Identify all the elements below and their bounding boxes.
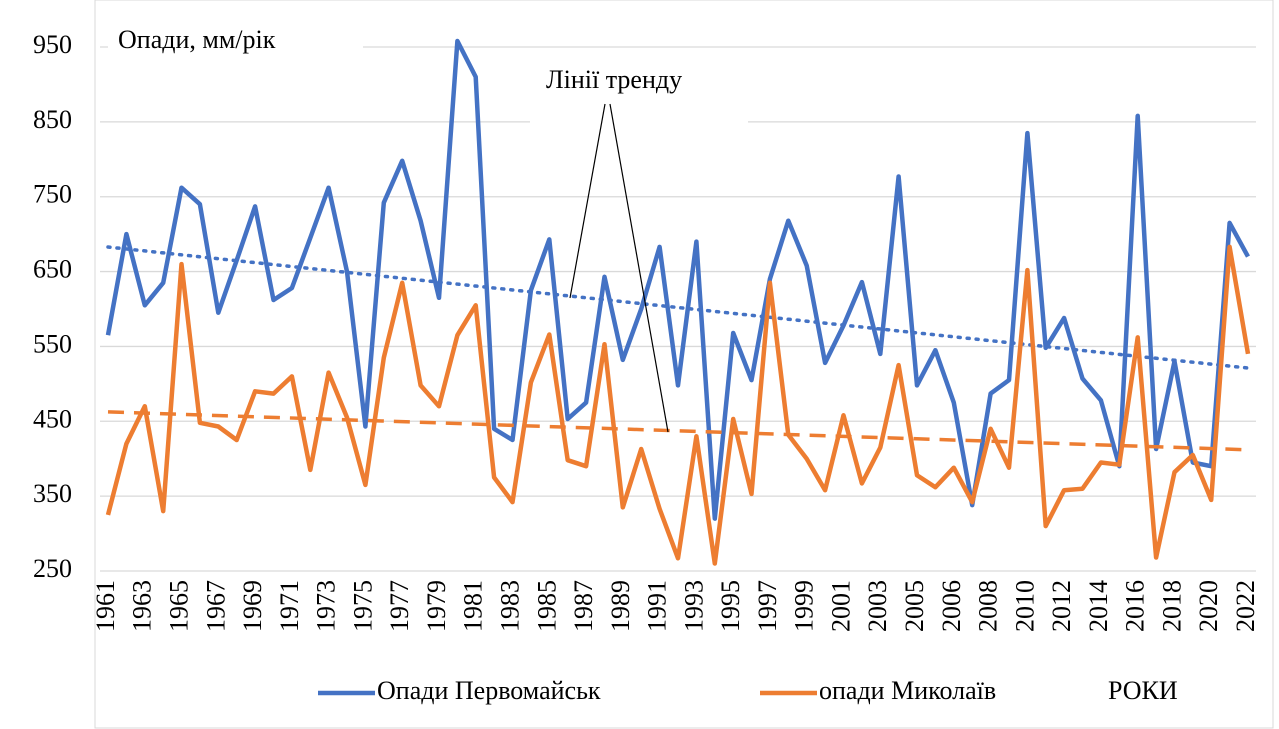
x-tick-label: 2016 (1121, 580, 1150, 632)
x-tick-label: 2006 (937, 580, 966, 632)
series-line (105, 38, 1250, 521)
annotation: Лінії тренду (546, 65, 682, 94)
x-tick-label: 1961 (91, 580, 120, 632)
annotation-background (530, 58, 748, 128)
x-tick-label: 1991 (643, 580, 672, 632)
x-tick-label: 1993 (679, 580, 708, 632)
grid (100, 46, 1256, 572)
x-tick-label: 1983 (495, 580, 524, 632)
trend-line (106, 245, 1250, 370)
x-tick-label: 1971 (275, 580, 304, 632)
x-tick-label: 1967 (201, 580, 230, 632)
chart-border (94, 0, 1274, 729)
label-background (108, 18, 363, 68)
x-tick-label: 2022 (1231, 580, 1260, 632)
x-tick-label: 1963 (128, 580, 157, 632)
x-tick-label: 2003 (863, 580, 892, 632)
x-tick-label: 1969 (238, 580, 267, 632)
y-tick-label: 350 (33, 479, 72, 508)
y-tick-label: 450 (33, 404, 72, 433)
x-tick-label: 1989 (606, 580, 635, 632)
trend-line (107, 410, 1249, 452)
legend-label: Опади Первомайськ (377, 676, 601, 705)
plot (105, 38, 1251, 566)
x-tick-label: 1965 (165, 580, 194, 632)
x-tick-label: 2001 (826, 580, 855, 632)
x-tick-label: 1987 (569, 580, 598, 632)
x-tick-label: 1995 (716, 580, 745, 632)
x-tick-label: 2020 (1194, 580, 1223, 632)
series-line (105, 244, 1251, 566)
x-tick-label: 1999 (790, 580, 819, 632)
x-tick-label: 2005 (900, 580, 929, 632)
x-tick-label: 2014 (1084, 580, 1113, 632)
x-tick-label: 1973 (312, 580, 341, 632)
x-tick-label: 2008 (974, 580, 1003, 632)
x-tick-label: 1975 (348, 580, 377, 632)
y-tick-label: 950 (33, 30, 72, 59)
x-tick-label: 1981 (459, 580, 488, 632)
y-tick-label: 550 (33, 329, 72, 358)
x-tick-label: 1997 (753, 580, 782, 632)
x-axis-label: РОКИ (1108, 676, 1178, 705)
annotation-arrow (569, 103, 606, 299)
y-tick-label: 850 (33, 105, 72, 134)
x-tick-label: 1979 (422, 580, 451, 632)
x-tick-label: 2010 (1010, 580, 1039, 632)
legend-label: опади Миколаїв (819, 676, 996, 705)
y-axis-label: Опади, мм/рік (118, 25, 276, 54)
x-tick-label: 2012 (1047, 580, 1076, 632)
annotation-arrow (609, 103, 669, 433)
x-tick-label: 1985 (532, 580, 561, 632)
x-tick-label: 2018 (1157, 580, 1186, 632)
y-tick-label: 750 (33, 180, 72, 209)
x-tick-label: 1977 (385, 580, 414, 632)
y-tick-label: 650 (33, 255, 72, 284)
y-tick-label: 250 (33, 554, 72, 583)
